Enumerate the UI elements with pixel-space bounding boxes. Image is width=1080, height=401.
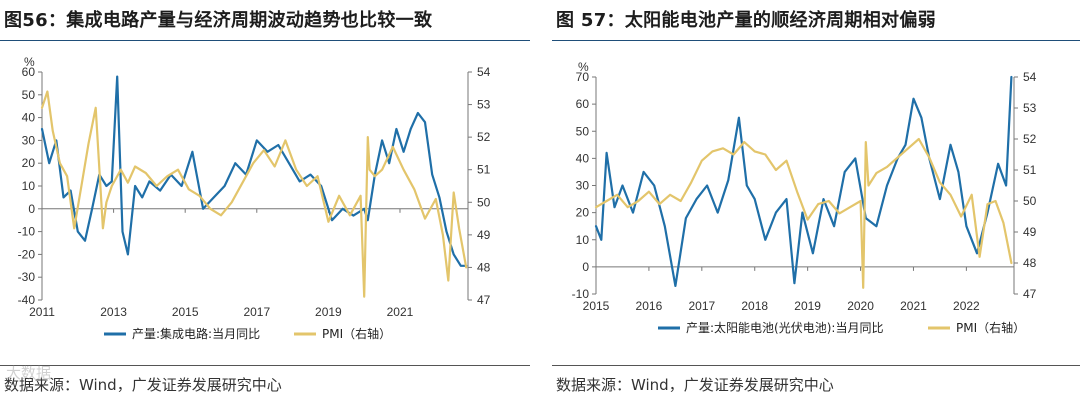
x-tick-label: 2019	[794, 299, 821, 313]
right-tick-label: 52	[1023, 132, 1037, 146]
right-tick-label: 51	[1023, 163, 1037, 177]
title-rule	[0, 40, 530, 41]
left-tick-label: 20	[576, 206, 590, 220]
left-axis-unit: %	[578, 60, 589, 74]
right-tick-label: 48	[477, 260, 491, 274]
left-tick-label: 30	[22, 133, 36, 147]
pmi-series-line	[594, 137, 1013, 289]
solar-production-vs-pmi-chart: % -10 0 10 20 30 40 50 60 70 47 48 49 50 51 52 53 54 2015 2…	[572, 60, 1037, 335]
right-tick-label: 51	[477, 163, 491, 177]
source-rule	[552, 365, 1080, 366]
production-series-line	[594, 75, 1013, 287]
left-tick-label: 30	[576, 179, 590, 193]
left-tick-label: 20	[22, 156, 36, 170]
right-tick-label: 52	[477, 130, 491, 144]
left-tick-label: -10	[18, 225, 36, 239]
left-tick-label: 60	[22, 65, 36, 79]
x-tick-label: 2020	[847, 299, 874, 313]
x-tick-label: 2015	[583, 299, 610, 313]
left-tick-label: 50	[22, 88, 36, 102]
x-tick-label: 2013	[100, 305, 127, 319]
right-tick-label: 54	[477, 65, 491, 79]
right-tick-label: 47	[1023, 287, 1037, 301]
legend-label: PMI（右轴）	[322, 326, 391, 341]
x-tick-label: 2021	[900, 299, 927, 313]
left-tick-label: 0	[582, 260, 589, 274]
right-tick-label: 54	[1023, 70, 1037, 84]
left-tick-label: -20	[18, 247, 36, 261]
left-tick-label: 40	[576, 151, 590, 165]
right-tick-label: 53	[477, 98, 491, 112]
figure-title: 图 57：太阳能电池产量的顺经济周期相对偏弱	[556, 10, 936, 31]
left-tick-label: -30	[18, 270, 36, 284]
source-note: 数据来源：Wind，广发证券发展研究中心	[4, 376, 282, 394]
x-tick-label: 2016	[636, 299, 663, 313]
x-tick-label: 2017	[688, 299, 715, 313]
right-tick-label: 53	[1023, 101, 1037, 115]
left-tick-label: -40	[18, 293, 36, 307]
figure-57-panel: 图 57：太阳能电池产量的顺经济周期相对偏弱 % -10 0 10 20 30 40 50 60…	[552, 0, 1080, 401]
legend-label: PMI（右轴）	[956, 320, 1025, 335]
source-note: 数据来源：Wind，广发证券发展研究中心	[556, 376, 834, 394]
left-tick-label: 10	[576, 233, 590, 247]
x-tick-label: 2015	[172, 305, 199, 319]
left-axis-unit: %	[24, 55, 35, 69]
left-tick-label: 0	[28, 202, 35, 216]
right-tick-label: 50	[1023, 194, 1037, 208]
figure-56-panel: 图56：集成电路产量与经济周期波动趋势也比较一致 % -40 -30 -20 -10 0 1…	[0, 0, 530, 401]
source-rule	[0, 365, 530, 366]
x-tick-label: 2022	[953, 299, 980, 313]
left-tick-label: 10	[22, 179, 36, 193]
left-tick-label: 70	[576, 70, 590, 84]
left-tick-label: 60	[576, 97, 590, 111]
right-tick-label: 47	[477, 293, 491, 307]
x-tick-label: 2018	[741, 299, 768, 313]
right-tick-label: 49	[477, 228, 491, 242]
production-series-line	[40, 75, 468, 267]
legend-label: 产量:集成电路:当月同比	[132, 326, 260, 341]
title-rule	[552, 40, 1080, 41]
pmi-series-line	[40, 90, 468, 298]
right-tick-label: 50	[477, 195, 491, 209]
right-tick-label: 49	[1023, 225, 1037, 239]
figure-title: 图56：集成电路产量与经济周期波动趋势也比较一致	[4, 10, 433, 31]
x-tick-label: 2017	[243, 305, 270, 319]
ic-production-vs-pmi-chart: % -40 -30 -20 -10 0 10 20 30 40 50 60 47 48 49 50 51 52 53…	[18, 55, 491, 341]
x-tick-label: 2019	[315, 305, 342, 319]
left-tick-label: 50	[576, 124, 590, 138]
right-tick-label: 48	[1023, 256, 1037, 270]
left-tick-label: 40	[22, 111, 36, 125]
legend-label: 产量:太阳能电池(光伏电池):当月同比	[686, 320, 883, 335]
watermark: 大数据	[6, 364, 52, 382]
x-tick-label: 2021	[387, 305, 414, 319]
left-tick-label: -10	[572, 287, 590, 301]
x-tick-label: 2011	[29, 305, 55, 319]
